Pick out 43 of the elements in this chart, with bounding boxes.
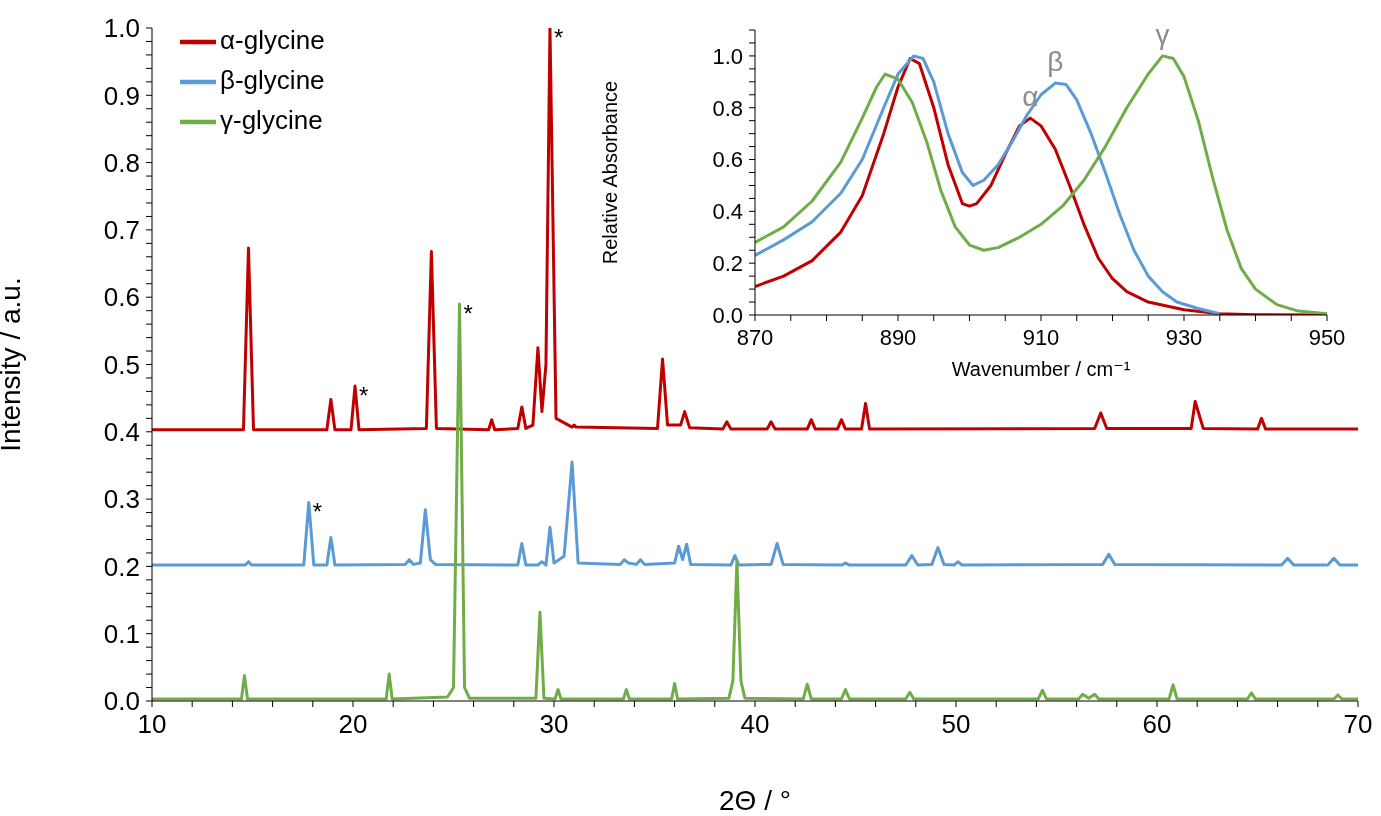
line-series — [152, 460, 1358, 567]
y-tick-label: 0.7 — [103, 215, 140, 246]
annotation: γ — [1155, 18, 1170, 50]
y-axis-title: Relative Absorbance — [599, 80, 622, 265]
y-tick-label: 0.8 — [103, 147, 140, 178]
y-tick-label: 0.8 — [712, 95, 743, 121]
legend-label: α-glycine — [220, 25, 325, 55]
x-tick-label: 930 — [1165, 324, 1203, 350]
x-tick-label: 20 — [338, 709, 368, 740]
y-tick-label: 0.4 — [712, 199, 743, 225]
x-tick-label: 60 — [1142, 709, 1172, 740]
y-tick-label: 0.5 — [103, 349, 140, 380]
y-tick-label: 0.3 — [103, 484, 140, 515]
annotation: * — [463, 299, 473, 327]
x-tick-label: 10 — [137, 709, 167, 740]
x-tick-label: 70 — [1343, 709, 1373, 740]
annotation: β — [1047, 46, 1064, 78]
line-series — [152, 28, 1358, 432]
x-axis-title: Wavenumber / cm⁻¹ — [951, 358, 1131, 380]
y-axis-title: Intensity / a.u. — [0, 277, 26, 452]
y-tick-label: 0.4 — [103, 417, 140, 448]
x-tick-label: 890 — [879, 324, 917, 350]
annotation: * — [553, 24, 564, 51]
x-tick-label: 910 — [1022, 324, 1060, 350]
annotation: * — [359, 382, 369, 410]
x-axis-title: 2Θ / ° — [719, 785, 791, 816]
legend-label: γ-glycine — [220, 105, 323, 136]
y-tick-label: 1.0 — [712, 43, 743, 69]
y-tick-label: 0.9 — [103, 80, 140, 111]
annotation: * — [312, 498, 323, 526]
x-tick-label: 50 — [941, 709, 971, 740]
x-tick-label: 30 — [539, 709, 569, 740]
y-tick-label: 0.1 — [103, 618, 140, 649]
y-tick-label: 1.0 — [103, 13, 140, 44]
legend-label: β-glycine — [220, 65, 325, 96]
y-tick-label: 0.0 — [103, 686, 140, 717]
y-tick-label: 0.6 — [712, 147, 743, 173]
annotation: α — [1022, 81, 1039, 113]
y-tick-label: 0.6 — [103, 282, 140, 313]
x-tick-label: 950 — [1308, 324, 1346, 350]
y-tick-label: 0.2 — [712, 250, 743, 276]
y-tick-label: 0.2 — [103, 551, 140, 582]
x-tick-label: 40 — [740, 709, 770, 740]
